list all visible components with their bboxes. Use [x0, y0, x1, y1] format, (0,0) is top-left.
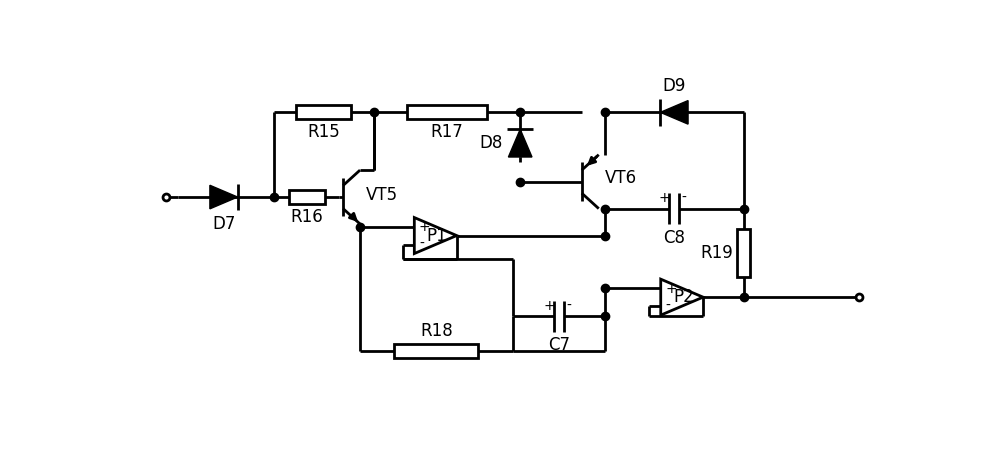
Text: +: +	[659, 191, 670, 205]
Text: P1: P1	[427, 227, 447, 244]
Bar	[289, 190, 325, 204]
Text: +: +	[665, 282, 677, 296]
Text: R19: R19	[700, 244, 733, 262]
Text: -: -	[419, 237, 424, 251]
Text: D9: D9	[663, 76, 686, 95]
Polygon shape	[660, 101, 688, 124]
Bar	[296, 106, 351, 119]
Text: P2: P2	[673, 288, 694, 306]
Text: D8: D8	[479, 134, 502, 152]
Text: +: +	[543, 298, 555, 313]
Text: R15: R15	[307, 123, 340, 141]
Text: -: -	[566, 298, 571, 313]
Polygon shape	[508, 129, 532, 157]
Text: -: -	[665, 298, 670, 313]
Text: VT6: VT6	[605, 169, 637, 187]
Text: R18: R18	[420, 322, 453, 340]
Bar	[394, 344, 478, 358]
Polygon shape	[210, 185, 238, 209]
Text: -: -	[681, 191, 686, 205]
Text: D7: D7	[212, 215, 235, 233]
Text: R16: R16	[290, 208, 323, 226]
Bar	[407, 106, 487, 119]
Text: R17: R17	[431, 123, 463, 141]
Text: +: +	[419, 220, 431, 234]
Text: VT5: VT5	[366, 186, 398, 204]
Text: C7: C7	[548, 336, 570, 354]
Text: C8: C8	[663, 228, 685, 247]
Bar	[737, 228, 750, 277]
